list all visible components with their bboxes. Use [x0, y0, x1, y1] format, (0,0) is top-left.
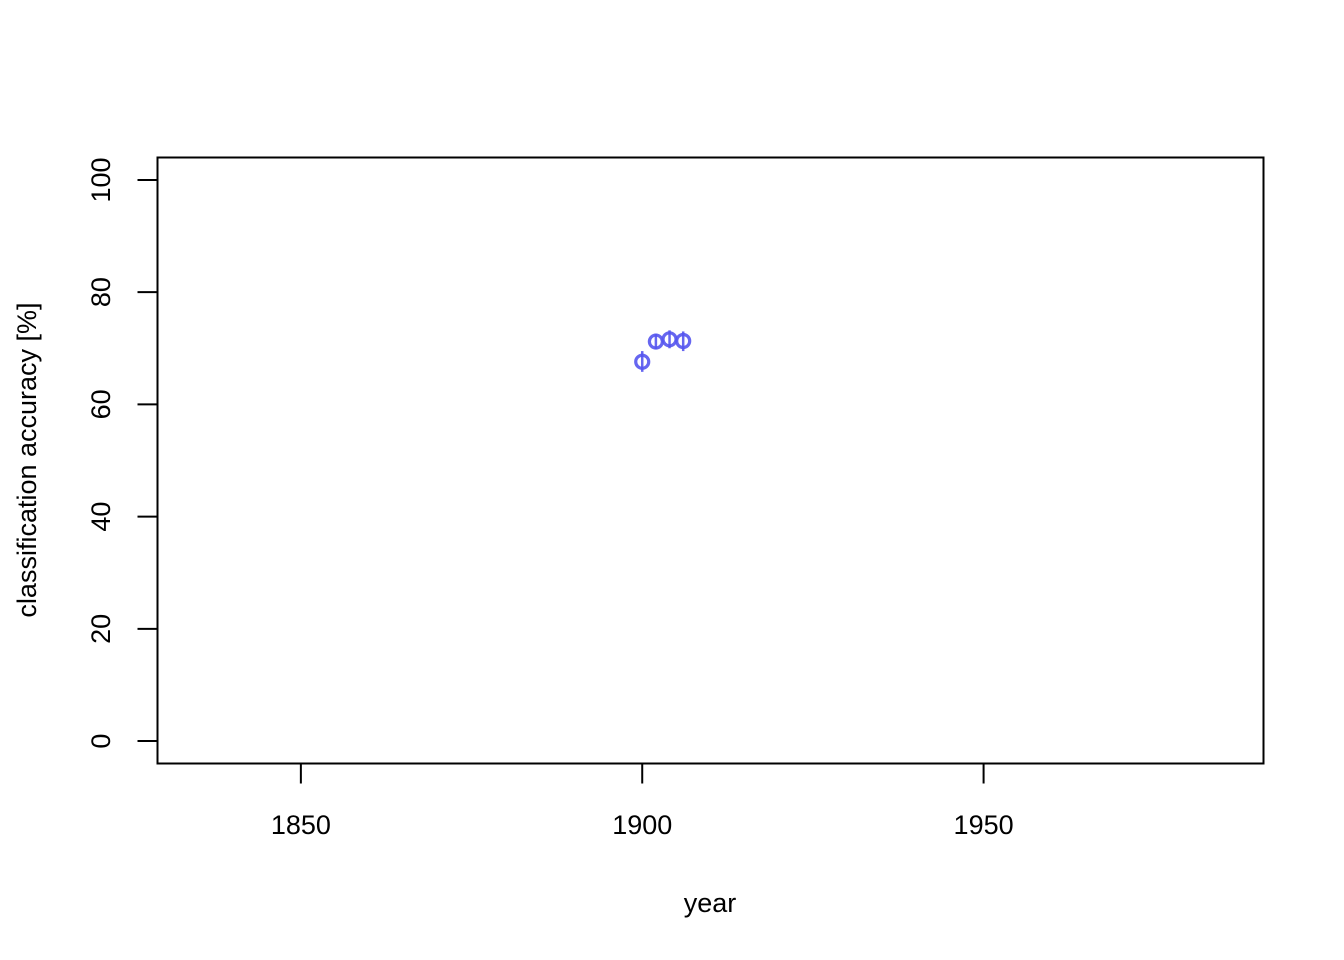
point-marker — [634, 353, 651, 370]
x-tick-label: 1900 — [612, 810, 672, 840]
y-tick-label: 80 — [86, 277, 116, 307]
y-tick-label: 100 — [86, 157, 116, 202]
y-tick-label: 40 — [86, 502, 116, 532]
y-axis: 0 20 40 60 80 100 — [86, 157, 159, 749]
x-axis-title: year — [684, 888, 737, 918]
y-axis-title: classification accuracy [%] — [12, 302, 42, 617]
data-point — [675, 331, 692, 352]
data-points — [634, 330, 692, 372]
x-tick-label: 1850 — [271, 810, 331, 840]
y-tick-label: 20 — [86, 614, 116, 644]
x-axis: 1850 1900 1950 — [271, 762, 1014, 840]
y-tick-label: 60 — [86, 389, 116, 419]
point-marker — [675, 332, 692, 350]
x-tick-label: 1950 — [954, 810, 1014, 840]
y-tick-label: 0 — [86, 734, 116, 749]
data-point — [634, 351, 651, 372]
